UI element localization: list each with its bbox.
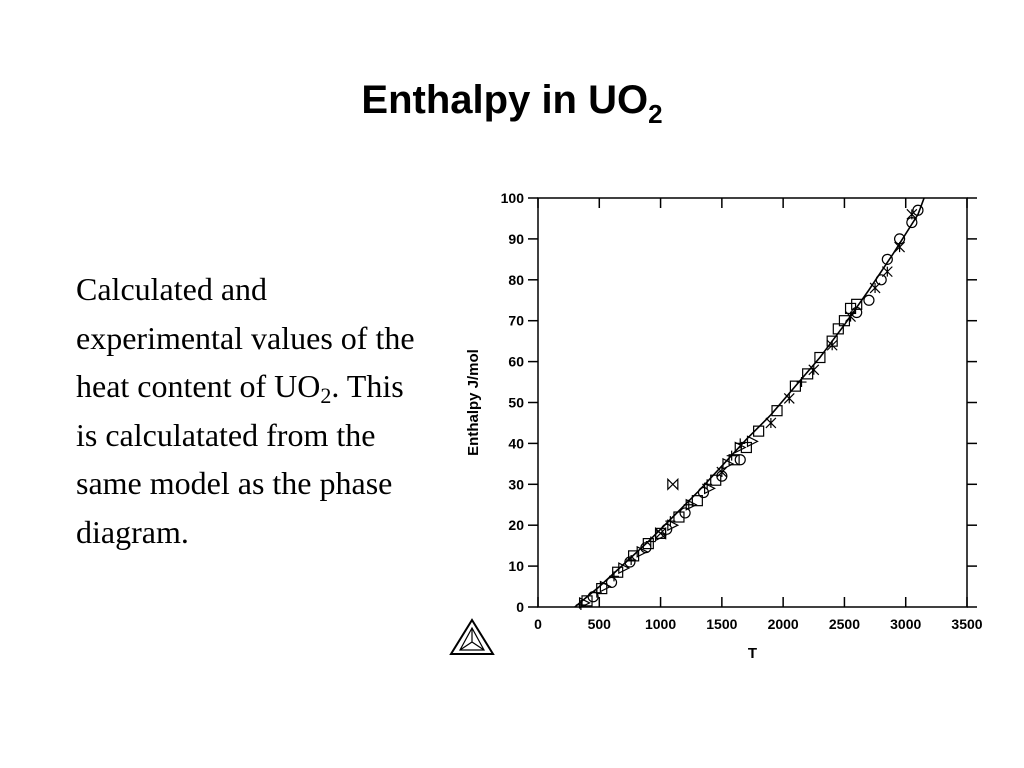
data-point-circle (661, 523, 673, 535)
x-axis-title: T (748, 645, 757, 662)
data-point-triangle (722, 457, 735, 470)
data-point-square (802, 368, 814, 380)
data-point-star (765, 417, 777, 429)
data-point-star (716, 466, 728, 478)
data-point-square (771, 405, 783, 417)
data-point-circle (863, 294, 875, 306)
data-point-square (710, 474, 722, 486)
x-tick-label: 2500 (829, 616, 860, 632)
data-point-square (851, 298, 863, 310)
logo-outer-triangle (449, 618, 495, 655)
data-point-square (612, 566, 624, 578)
data-point-bowtie (667, 477, 679, 491)
data-point-triangle (618, 562, 631, 575)
y-tick-label: 10 (508, 558, 524, 574)
data-point-plus (665, 516, 676, 527)
data-point-plus (796, 377, 807, 388)
data-point-square (838, 315, 851, 327)
data-point-square (728, 454, 740, 466)
data-point-plus (683, 499, 694, 510)
y-tick-label: 90 (508, 231, 524, 247)
calculated-curve (574, 197, 925, 608)
y-axis-title: Enthalpy J/mol (465, 349, 482, 456)
data-point-plus (626, 554, 637, 565)
y-tick-label: 50 (508, 395, 524, 411)
data-point-star (845, 311, 856, 323)
logo-inner-triangle (458, 626, 486, 651)
y-tick-label: 100 (501, 190, 525, 206)
data-point-square (691, 495, 703, 507)
triangle-logo-icon (449, 618, 495, 655)
plot-frame (537, 197, 968, 608)
x-tick-label: 1000 (645, 616, 676, 632)
data-point-square (814, 351, 826, 364)
data-point-square (753, 425, 765, 437)
x-tick-label: 2000 (768, 616, 799, 632)
data-point-star (906, 208, 918, 220)
slide-title: Enthalpy in UO2 (361, 78, 663, 129)
data-point-triangle (599, 580, 612, 593)
data-point-plus (702, 479, 713, 490)
slide-body-text: Calculated and experimental values of th… (76, 271, 415, 550)
y-tick-label: 20 (508, 517, 524, 533)
x-tick-label: 1500 (706, 616, 737, 632)
x-tick-label: 3500 (951, 616, 982, 632)
data-point-square (673, 511, 685, 523)
data-point-circle (624, 556, 636, 568)
y-tick-label: 30 (508, 476, 524, 492)
data-point-circle (605, 576, 618, 589)
data-point-bowtie (654, 526, 667, 540)
x-tick-label: 500 (588, 616, 612, 632)
data-point-plus (608, 571, 619, 582)
enthalpy-chart: 0 500 1000 1500 2000 2500 3000 3500 0 10 20 30 40 50 6… (449, 190, 983, 662)
data-point-square (581, 595, 593, 607)
data-point-circle (697, 486, 710, 499)
data-point-circle (912, 204, 924, 216)
data-point-star (826, 339, 838, 351)
data-point-plus (575, 599, 586, 610)
data-point-square (789, 380, 801, 392)
y-tick-label: 0 (516, 599, 524, 615)
data-point-plus (735, 438, 746, 449)
data-point-triangle (746, 435, 759, 448)
data-point-star (783, 392, 795, 404)
x-tick-label: 3000 (890, 616, 921, 632)
data-point-circle (587, 591, 599, 603)
y-tick-label: 40 (508, 435, 524, 451)
data-point-circle (679, 507, 691, 519)
data-point-circle (881, 253, 893, 265)
data-point-star (894, 241, 906, 253)
data-point-triangle (667, 519, 680, 532)
data-point-circle (875, 274, 887, 286)
y-tick-label: 60 (508, 354, 524, 370)
data-point-star (881, 266, 893, 278)
data-point-triangle (704, 482, 716, 495)
data-point-square (740, 441, 752, 454)
data-point-star (869, 282, 881, 294)
data-point-circle (851, 306, 863, 319)
y-tick-label: 80 (508, 272, 524, 288)
data-point-square (832, 323, 844, 335)
data-point-plus (645, 536, 656, 547)
data-point-plus (591, 587, 602, 598)
data-point-triangle (636, 545, 649, 558)
logo-spokes (459, 628, 485, 651)
data-point-plus (726, 450, 737, 461)
data-point-star (808, 364, 820, 376)
x-tick-label: 0 (534, 616, 542, 632)
data-point-circle (734, 454, 746, 466)
y-tick-label: 70 (508, 313, 524, 329)
